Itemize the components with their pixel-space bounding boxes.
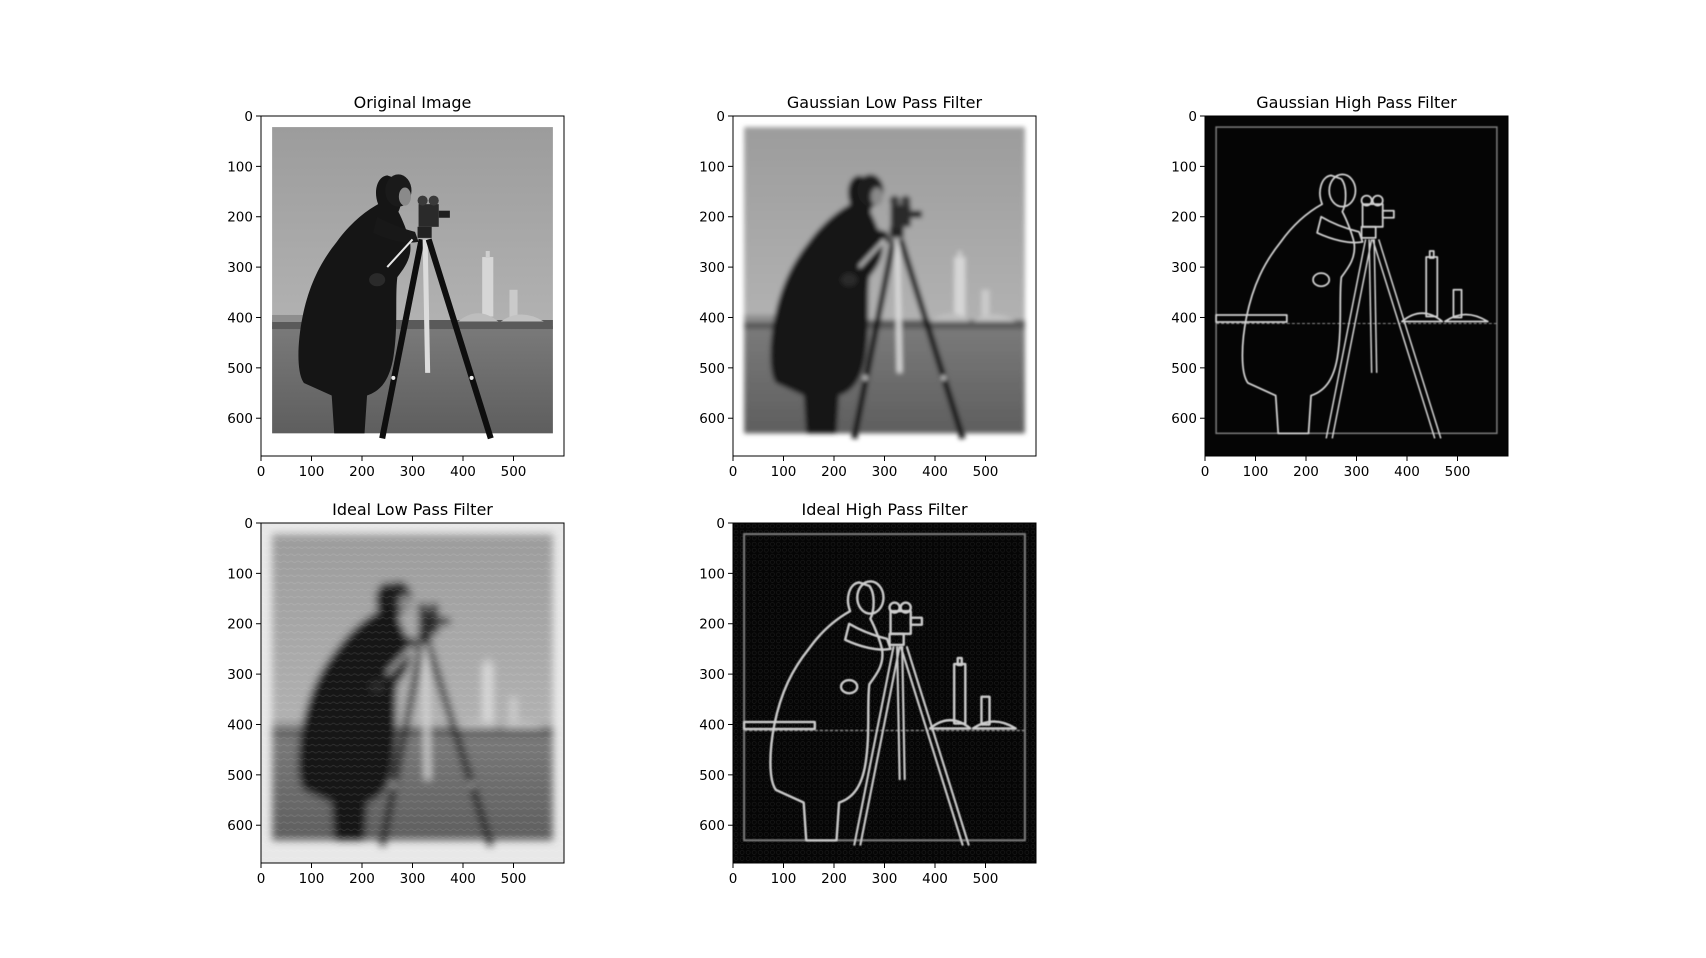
- x-tick-label: 300: [400, 871, 426, 887]
- y-tick-label: 300: [1171, 260, 1197, 276]
- x-tick-label: 100: [1243, 464, 1269, 480]
- x-tick-label: 100: [299, 871, 325, 887]
- y-tick-label: 0: [716, 109, 725, 125]
- y-tick-label: 200: [1171, 210, 1197, 226]
- y-tick-label: 600: [227, 818, 253, 834]
- panel-image: [733, 523, 1036, 863]
- panel-ideal-high-pass: Ideal High Pass Filter 0 100 200 300 400 500 0 1…: [699, 500, 1037, 887]
- panel-gaussian-high-pass: Gaussian High Pass Filter 0 100 200 300 400 50…: [1171, 93, 1509, 480]
- y-tick-label: 500: [699, 768, 725, 784]
- x-tick-label: 400: [450, 464, 476, 480]
- x-tick-label: 0: [729, 871, 738, 887]
- y-tick-label: 100: [227, 566, 253, 582]
- panel-title: Original Image: [354, 93, 472, 112]
- y-tick-label: 500: [1171, 361, 1197, 377]
- panel-title: Ideal High Pass Filter: [801, 500, 967, 519]
- x-tick-label: 300: [872, 464, 898, 480]
- y-tick-label: 400: [699, 717, 725, 733]
- x-tick-label: 100: [771, 871, 797, 887]
- panels-layer: Original Image 0 100 200 300 400 500 0 100 200 300…: [227, 93, 1509, 887]
- y-tick-label: 500: [227, 768, 253, 784]
- panel-title: Gaussian Low Pass Filter: [787, 93, 983, 112]
- x-tick-label: 300: [400, 464, 426, 480]
- x-tick-label: 0: [257, 464, 266, 480]
- y-tick-label: 200: [227, 210, 253, 226]
- y-tick-label: 300: [227, 667, 253, 683]
- x-tick-label: 300: [1344, 464, 1370, 480]
- x-tick-label: 200: [349, 464, 375, 480]
- x-tick-label: 400: [1394, 464, 1420, 480]
- x-tick-label: 500: [973, 871, 999, 887]
- y-tick-label: 600: [227, 411, 253, 427]
- y-tick-label: 300: [699, 667, 725, 683]
- x-tick-label: 500: [1445, 464, 1471, 480]
- x-tick-label: 300: [872, 871, 898, 887]
- y-tick-label: 100: [699, 566, 725, 582]
- x-tick-label: 200: [349, 871, 375, 887]
- panel-image: [261, 116, 564, 456]
- x-tick-label: 400: [450, 871, 476, 887]
- x-tick-label: 0: [1201, 464, 1210, 480]
- y-tick-label: 100: [1171, 159, 1197, 175]
- panel-ideal-low-pass: Ideal Low Pass Filter 0 100 200 300 400 500 0 10…: [227, 500, 565, 887]
- y-tick-label: 300: [699, 260, 725, 276]
- y-tick-label: 200: [699, 617, 725, 633]
- y-tick-label: 600: [699, 818, 725, 834]
- x-tick-label: 500: [973, 464, 999, 480]
- x-tick-label: 200: [821, 464, 847, 480]
- y-tick-label: 100: [227, 159, 253, 175]
- y-tick-label: 200: [699, 210, 725, 226]
- y-tick-label: 400: [227, 310, 253, 326]
- x-tick-label: 500: [501, 464, 527, 480]
- panel-image: [1205, 116, 1508, 456]
- y-tick-label: 600: [1171, 411, 1197, 427]
- y-tick-label: 0: [244, 109, 253, 125]
- x-tick-label: 500: [501, 871, 527, 887]
- y-tick-label: 400: [227, 717, 253, 733]
- y-tick-label: 400: [699, 310, 725, 326]
- y-tick-label: 500: [699, 361, 725, 377]
- panel-gaussian-low-pass: Gaussian Low Pass Filter 0 100 200 300 400 500…: [699, 93, 1037, 480]
- y-tick-label: 300: [227, 260, 253, 276]
- y-tick-label: 0: [1188, 109, 1197, 125]
- panel-image: [261, 523, 564, 863]
- x-tick-label: 0: [729, 464, 738, 480]
- x-tick-label: 100: [771, 464, 797, 480]
- panel-title: Ideal Low Pass Filter: [332, 500, 493, 519]
- panel-title: Gaussian High Pass Filter: [1256, 93, 1457, 112]
- y-tick-label: 100: [699, 159, 725, 175]
- y-tick-label: 500: [227, 361, 253, 377]
- panel-image: [733, 116, 1036, 456]
- y-tick-label: 200: [227, 617, 253, 633]
- y-tick-label: 600: [699, 411, 725, 427]
- y-tick-label: 0: [716, 516, 725, 532]
- panel-original: Original Image 0 100 200 300 400 500 0 100 200 300…: [227, 93, 565, 480]
- x-tick-label: 400: [922, 464, 948, 480]
- x-tick-label: 200: [1293, 464, 1319, 480]
- y-tick-label: 400: [1171, 310, 1197, 326]
- x-tick-label: 0: [257, 871, 266, 887]
- x-tick-label: 100: [299, 464, 325, 480]
- x-tick-label: 200: [821, 871, 847, 887]
- y-tick-label: 0: [244, 516, 253, 532]
- x-tick-label: 400: [922, 871, 948, 887]
